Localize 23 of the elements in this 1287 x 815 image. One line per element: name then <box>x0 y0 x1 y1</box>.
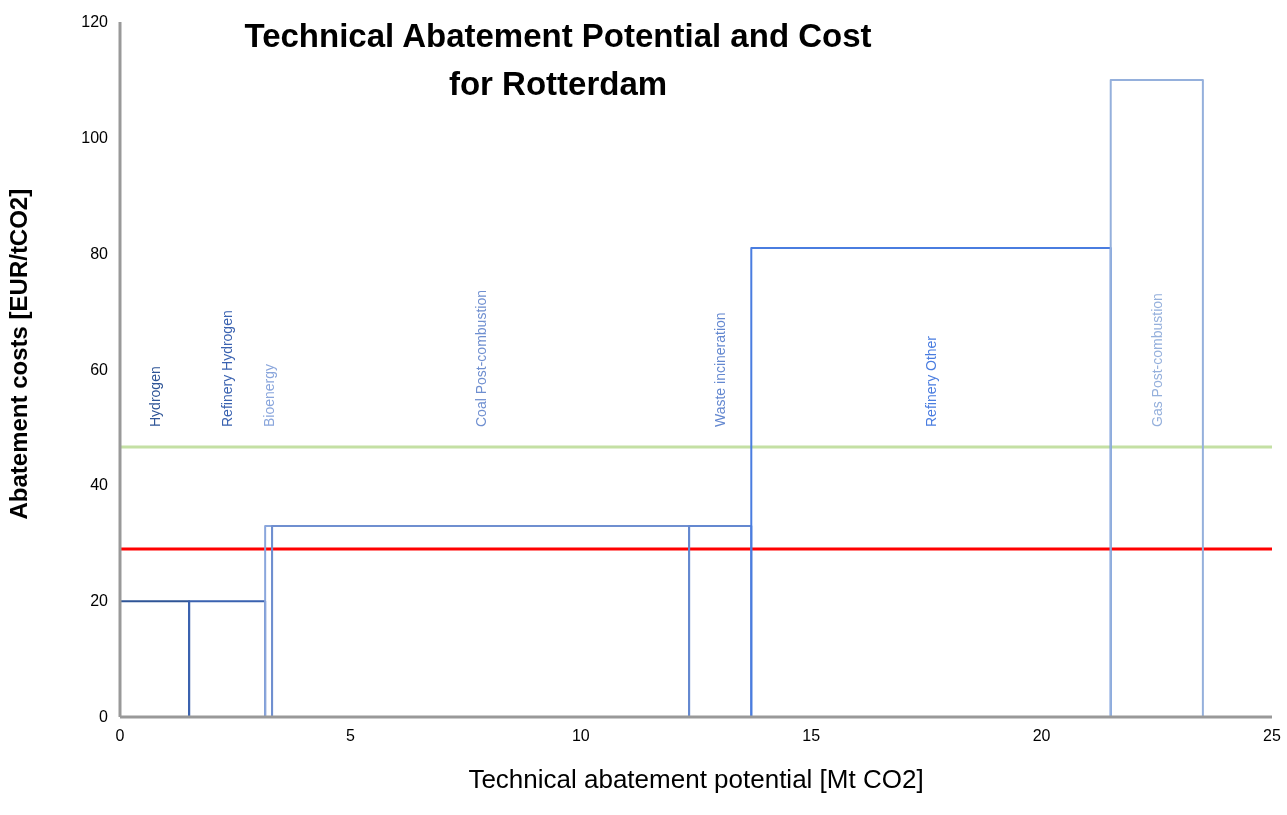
y-tick-label: 80 <box>89 244 108 263</box>
y-tick-label: 20 <box>89 592 108 611</box>
y-tick-label: 0 <box>98 708 108 726</box>
y-axis-title: Abatement costs [EUR/tCO2] <box>4 188 32 520</box>
text: Gas Post-combustion <box>1148 293 1165 427</box>
text: Refinery Other <box>923 335 939 427</box>
text: Coal Post-combustion <box>472 290 489 427</box>
x-tick-label: 0 <box>114 727 126 745</box>
y-tick-label: 100 <box>80 128 108 147</box>
text: Refinery Hydrogen <box>219 310 236 427</box>
x-tick-label: 15 <box>801 727 822 745</box>
x-axis-title: Technical abatement potential [Mt CO2] <box>468 764 924 794</box>
x-tick-label: 25 <box>1262 727 1282 745</box>
y-tick-label: 60 <box>89 360 108 379</box>
x-tick-label: 20 <box>1031 727 1052 745</box>
x-tick-label: 10 <box>570 727 591 745</box>
y-tick-label: 120 <box>80 13 108 31</box>
text: Bioenergy <box>260 363 277 427</box>
text: Hydrogen <box>146 366 163 427</box>
text: Waste incineration <box>712 312 729 427</box>
text: Technical Abatement Potential and Cost for Rotterdam <box>243 16 873 104</box>
x-tick-label: 5 <box>344 727 356 745</box>
y-tick-label: 40 <box>89 476 108 495</box>
